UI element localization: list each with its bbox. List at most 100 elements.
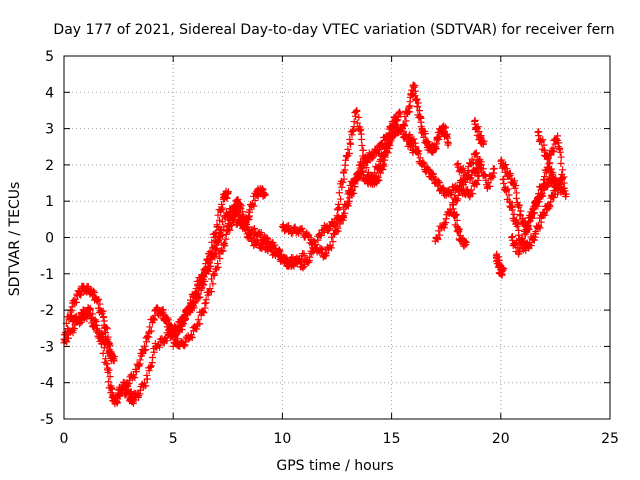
data-point	[208, 238, 216, 246]
data-point	[416, 107, 424, 115]
data-point	[163, 318, 171, 326]
data-point	[187, 331, 195, 339]
data-point	[372, 172, 380, 180]
data-point	[341, 209, 349, 217]
y-tick-label: 3	[45, 122, 54, 138]
data-point	[306, 253, 314, 261]
data-point	[241, 219, 249, 227]
data-point	[166, 322, 174, 330]
data-point	[213, 221, 221, 229]
data-point	[453, 216, 461, 224]
x-tick-label: 5	[169, 431, 178, 447]
data-point	[449, 205, 457, 213]
data-point	[520, 238, 528, 246]
data-point	[319, 246, 327, 254]
data-point	[356, 127, 364, 135]
data-point	[260, 189, 268, 197]
data-point	[300, 252, 308, 260]
data-point	[502, 187, 510, 195]
data-point	[147, 327, 155, 335]
data-point	[554, 132, 562, 140]
data-point	[340, 214, 348, 222]
data-point	[334, 205, 342, 213]
data-point	[534, 190, 542, 198]
data-point	[211, 229, 219, 237]
data-point	[295, 229, 303, 237]
y-tick-label: -2	[40, 303, 54, 319]
chart-title: Day 177 of 2021, Sidereal Day-to-day VTE…	[53, 22, 614, 38]
data-point	[549, 144, 557, 152]
data-point	[103, 325, 111, 333]
data-point	[421, 130, 429, 138]
data-point	[401, 113, 409, 121]
data-point	[508, 202, 516, 210]
data-point	[194, 316, 202, 324]
data-point	[248, 200, 256, 208]
data-point	[351, 178, 359, 186]
data-point	[385, 139, 393, 147]
data-point	[538, 183, 546, 191]
data-point	[218, 231, 226, 239]
y-tick-label: 4	[45, 85, 54, 101]
x-tick-label: 25	[601, 431, 619, 447]
data-point	[395, 108, 403, 116]
data-point	[219, 247, 227, 255]
data-point	[326, 242, 334, 250]
data-point	[219, 241, 227, 249]
data-point	[202, 296, 210, 304]
axis-ticks: 0 5 10 15 20 25 -5 -4 -3 -2 -1 0 1 2 3 4 5	[40, 49, 619, 447]
data-point	[540, 173, 548, 181]
data-point	[349, 126, 357, 134]
y-tick-label: 5	[45, 49, 54, 65]
x-tick-label: 0	[60, 431, 69, 447]
data-point	[246, 234, 254, 242]
data-point	[520, 217, 528, 225]
data-point	[548, 171, 556, 179]
data-point	[338, 183, 346, 191]
y-tick-label: 1	[45, 194, 54, 210]
data-point	[393, 117, 401, 125]
data-point	[192, 285, 200, 293]
data-point	[451, 211, 459, 219]
data-point	[539, 136, 547, 144]
data-point	[90, 288, 98, 296]
x-tick-label: 10	[273, 431, 291, 447]
data-point	[346, 189, 354, 197]
data-point	[339, 178, 347, 186]
data-point	[436, 179, 444, 187]
data-point	[513, 222, 521, 230]
data-point	[211, 270, 219, 278]
data-point	[149, 315, 157, 323]
data-marks	[60, 81, 570, 408]
data-point	[231, 201, 239, 209]
data-point	[213, 265, 221, 273]
data-point	[206, 248, 214, 256]
data-point	[477, 133, 485, 141]
data-point	[110, 357, 118, 365]
data-point	[150, 316, 158, 324]
data-point	[196, 320, 204, 328]
data-point	[396, 110, 404, 118]
data-point	[357, 135, 365, 143]
data-point	[335, 204, 343, 212]
data-point	[479, 165, 487, 173]
data-point	[185, 307, 193, 315]
data-point	[207, 275, 215, 283]
data-point	[342, 156, 350, 164]
data-point	[76, 291, 84, 299]
data-point	[444, 139, 452, 147]
data-point	[329, 238, 337, 246]
data-point	[466, 175, 474, 183]
data-point	[484, 179, 492, 187]
data-point	[516, 211, 524, 219]
data-point	[340, 169, 348, 177]
data-point	[442, 131, 450, 139]
data-point	[116, 385, 124, 393]
data-point	[414, 150, 422, 158]
data-point	[347, 185, 355, 193]
data-point	[261, 239, 269, 247]
data-point	[554, 190, 562, 198]
data-point	[527, 242, 535, 250]
data-point	[200, 309, 208, 317]
data-point	[436, 231, 444, 239]
